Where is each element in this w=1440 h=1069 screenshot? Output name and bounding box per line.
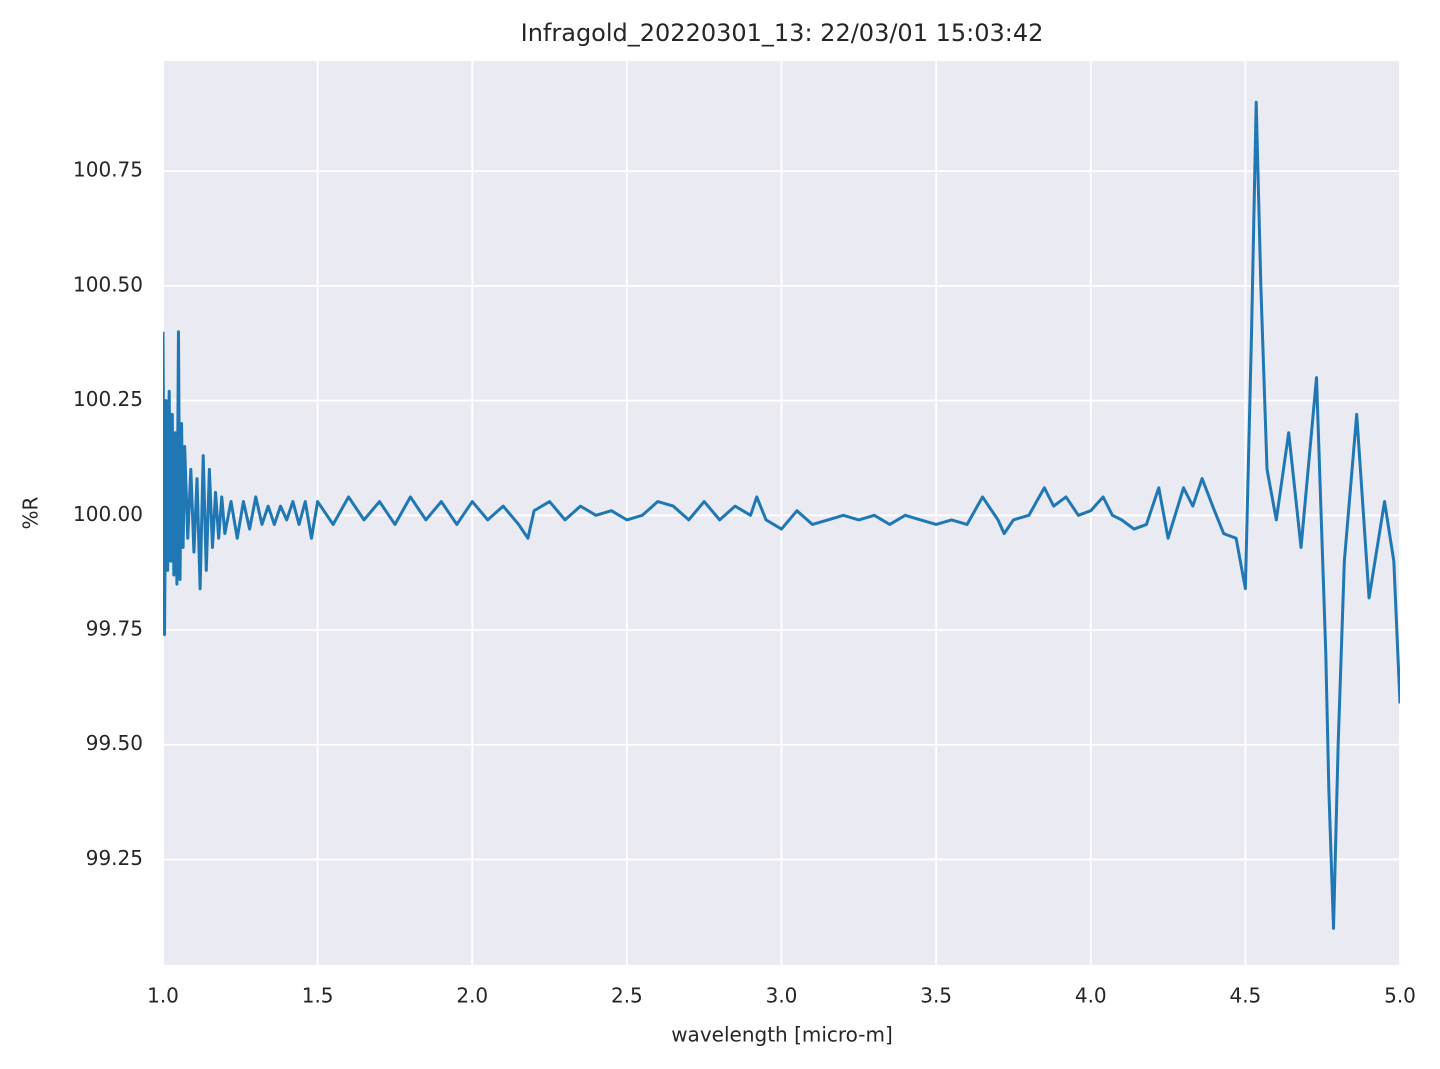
y-tick-label: 100.25 — [73, 387, 143, 411]
chart-title: Infragold_20220301_13: 22/03/01 15:03:42 — [521, 19, 1044, 47]
y-tick-label: 99.75 — [86, 617, 143, 641]
y-tick-label: 100.50 — [73, 272, 143, 296]
x-tick-label: 1.5 — [302, 984, 334, 1008]
y-tick-label: 100.00 — [73, 502, 143, 526]
x-tick-label: 1.0 — [147, 984, 179, 1008]
x-tick-label: 4.5 — [1229, 984, 1261, 1008]
y-tick-label: 99.50 — [86, 731, 143, 755]
x-tick-label: 3.0 — [766, 984, 798, 1008]
y-tick-label: 100.75 — [73, 158, 143, 182]
data-line — [163, 100, 1400, 930]
x-axis-label: wavelength [micro-m] — [671, 1023, 893, 1047]
y-axis-label: %R — [19, 496, 43, 529]
y-tick-label: 99.25 — [86, 846, 143, 870]
x-tick-label: 5.0 — [1384, 984, 1416, 1008]
x-tick-label: 2.5 — [611, 984, 643, 1008]
x-tick-label: 4.0 — [1075, 984, 1107, 1008]
x-tick-label: 2.0 — [456, 984, 488, 1008]
x-tick-label: 3.5 — [920, 984, 952, 1008]
